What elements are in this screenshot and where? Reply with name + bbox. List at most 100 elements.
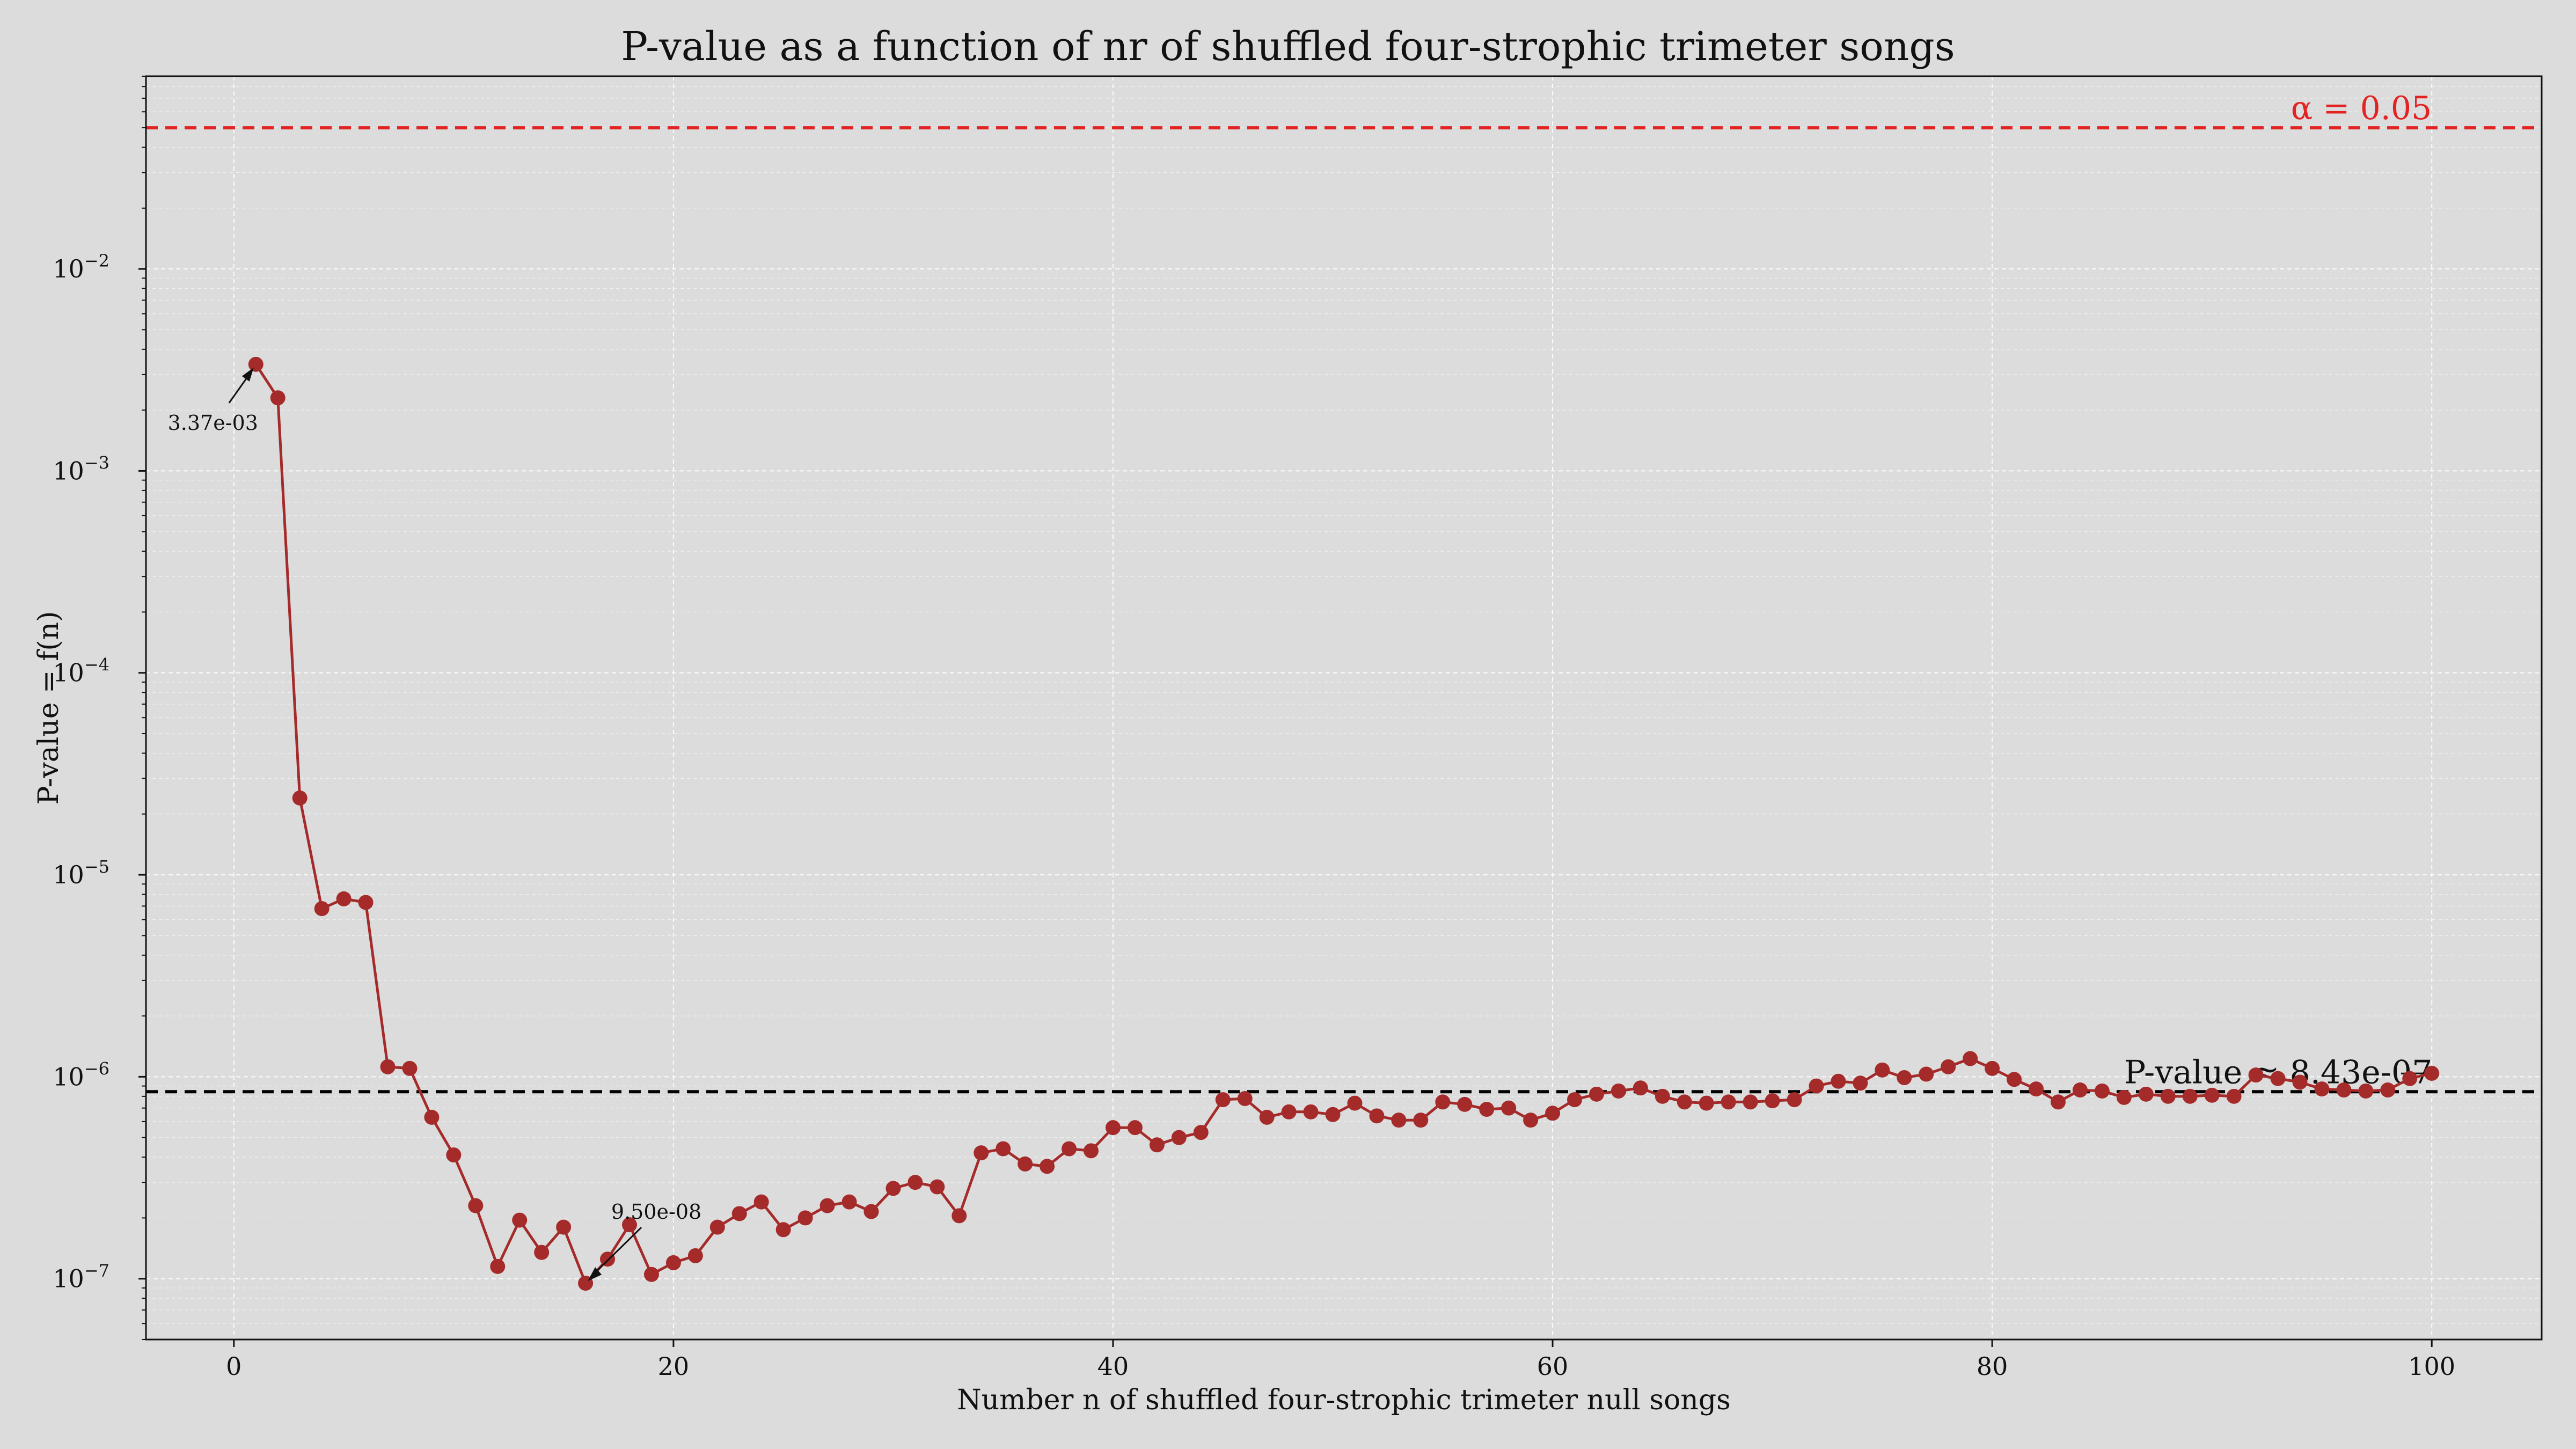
data-point xyxy=(1479,1102,1495,1117)
data-point xyxy=(1787,1092,1802,1108)
data-point xyxy=(556,1219,572,1235)
data-point xyxy=(2094,1083,2110,1099)
data-point xyxy=(2138,1086,2154,1102)
data-point xyxy=(1215,1092,1231,1108)
data-point xyxy=(952,1208,967,1224)
data-point xyxy=(775,1222,791,1238)
grid xyxy=(146,76,2542,1340)
min-annotation-arrow xyxy=(589,1227,642,1279)
y-tick-label: 10−3 xyxy=(53,452,109,485)
data-point xyxy=(336,891,352,906)
data-point xyxy=(1237,1091,1253,1107)
data-point xyxy=(1457,1096,1473,1112)
data-point xyxy=(1062,1141,1077,1157)
data-point xyxy=(1721,1094,1736,1110)
data-point xyxy=(1325,1107,1341,1122)
data-point xyxy=(2116,1089,2132,1105)
data-point xyxy=(2358,1083,2374,1099)
data-point xyxy=(709,1219,725,1235)
data-point xyxy=(1941,1059,1956,1074)
y-axis-label: P-value = f(n) xyxy=(33,611,65,805)
plot-frame xyxy=(145,75,2543,1341)
data-point xyxy=(753,1194,769,1210)
x-axis-label: Number n of shuffled four-strophic trime… xyxy=(957,1384,1731,1416)
plot-area xyxy=(146,76,2542,1340)
data-point xyxy=(1369,1108,1385,1124)
data-point xyxy=(1699,1095,1714,1111)
data-point xyxy=(1985,1060,2000,1076)
data-point xyxy=(996,1141,1011,1157)
x-tick-label: 80 xyxy=(1977,1352,2008,1381)
data-point xyxy=(665,1255,681,1270)
data-point xyxy=(2248,1067,2264,1083)
data-point xyxy=(248,356,264,372)
data-point xyxy=(468,1198,484,1213)
y-tick-label: 10−5 xyxy=(53,857,109,889)
y-tick-label: 10−6 xyxy=(53,1058,109,1091)
data-point xyxy=(2072,1082,2088,1098)
data-point xyxy=(2336,1082,2352,1098)
data-point xyxy=(1677,1094,1692,1110)
data-point xyxy=(930,1179,945,1195)
data-point xyxy=(424,1109,440,1125)
data-point xyxy=(2051,1094,2066,1110)
data-point xyxy=(1897,1070,1912,1086)
data-point xyxy=(1193,1125,1209,1140)
annotations: 3.37e-03 9.50e-08 xyxy=(168,367,701,1282)
data-point xyxy=(1040,1159,1055,1174)
data-point xyxy=(1347,1095,1363,1111)
data-point xyxy=(2226,1088,2242,1104)
data-point xyxy=(270,390,286,406)
x-axis-ticks: 0 20 40 60 80 100 xyxy=(226,1340,2455,1381)
data-point xyxy=(1259,1109,1275,1125)
min-annotation-arrowhead xyxy=(588,1267,602,1282)
data-point xyxy=(1084,1143,1099,1159)
x-tick-label: 40 xyxy=(1097,1352,1129,1381)
data-point xyxy=(1501,1100,1517,1116)
data-point xyxy=(1171,1130,1187,1145)
data-point xyxy=(819,1198,835,1213)
min-annotation-label: 9.50e-08 xyxy=(611,1200,701,1224)
data-point xyxy=(1743,1094,1758,1110)
data-point xyxy=(380,1059,396,1074)
data-point xyxy=(1963,1051,1978,1066)
data-point xyxy=(1435,1094,1451,1110)
data-point xyxy=(1149,1137,1165,1153)
data-point xyxy=(2182,1088,2198,1104)
data-point xyxy=(292,790,308,806)
data-point xyxy=(600,1252,616,1267)
data-point xyxy=(1633,1080,1648,1096)
data-point xyxy=(1391,1113,1407,1128)
alpha-label: α = 0.05 xyxy=(2291,90,2432,127)
data-point xyxy=(1831,1073,1846,1089)
data-point xyxy=(1611,1083,1626,1099)
data-point xyxy=(2007,1072,2022,1087)
data-series xyxy=(248,356,2440,1291)
data-point xyxy=(2424,1065,2440,1081)
data-point xyxy=(2292,1074,2308,1090)
data-point xyxy=(687,1248,703,1263)
series-line xyxy=(254,363,2432,1285)
chart-title: P-value as a function of nr of shuffled … xyxy=(621,24,1955,70)
data-point xyxy=(621,1217,637,1233)
data-point xyxy=(1765,1093,1780,1109)
data-point xyxy=(534,1245,550,1260)
data-point xyxy=(446,1147,462,1163)
x-tick-label: 100 xyxy=(2408,1352,2455,1381)
y-tick-label: 10−4 xyxy=(53,655,109,687)
data-point xyxy=(1809,1078,1824,1094)
data-point xyxy=(1589,1086,1604,1102)
data-point xyxy=(1567,1092,1583,1108)
data-point xyxy=(402,1060,418,1076)
data-point xyxy=(1853,1075,1868,1091)
data-point xyxy=(863,1204,879,1219)
y-axis-ticks: 10−7 10−6 10−5 10−4 10−3 10−2 xyxy=(53,76,146,1340)
data-point xyxy=(1655,1088,1670,1104)
data-point xyxy=(1281,1104,1297,1119)
data-point xyxy=(490,1258,506,1274)
data-point xyxy=(1919,1066,1934,1082)
data-point xyxy=(2160,1088,2176,1104)
data-point xyxy=(841,1194,857,1210)
data-point xyxy=(908,1175,923,1190)
